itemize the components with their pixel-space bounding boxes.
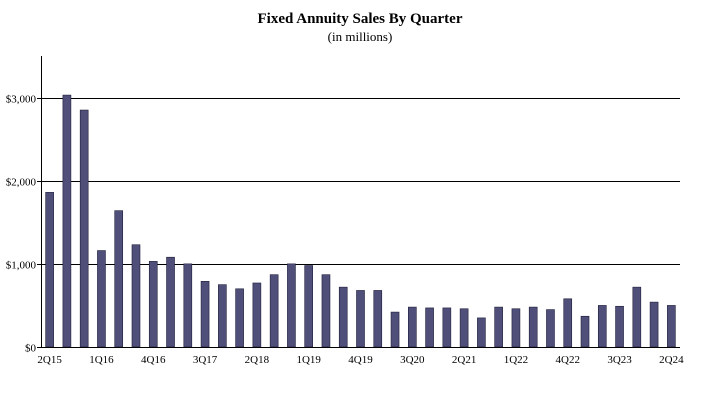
bar-3Q22: [546, 309, 555, 348]
bar-3Q19: [338, 286, 348, 348]
bar-3Q18: [269, 274, 279, 348]
bars: [45, 94, 676, 348]
bar-4Q19: [356, 290, 365, 348]
bar-1Q20: [373, 290, 383, 348]
bar-1Q17: [166, 256, 175, 348]
bar-3Q23: [615, 305, 624, 348]
bar-3Q21: [477, 317, 486, 348]
axes: [41, 56, 680, 348]
x-tick-label: 4Q22: [556, 354, 580, 366]
y-tick-labels: $0 $1,000 $2,000 $3,000: [6, 94, 41, 355]
x-tick-label: 2Q24: [659, 354, 684, 366]
bar-4Q15: [79, 109, 89, 348]
bar-2Q17: [183, 263, 193, 348]
chart-subtitle: (in millions): [327, 29, 393, 44]
x-tick-label: 3Q23: [607, 354, 632, 366]
bar-2Q23: [597, 305, 607, 348]
bar-2Q16: [114, 210, 124, 348]
bar-2Q24: [667, 305, 676, 348]
x-tick-label: 1Q16: [89, 354, 114, 366]
y-tick-label: $3,000: [6, 94, 37, 106]
y-tick-label: $0: [25, 343, 37, 355]
bar-4Q18: [287, 263, 296, 348]
x-tick-label: 3Q20: [400, 354, 425, 366]
bar-2Q15: [45, 192, 54, 348]
bar-4Q17: [218, 284, 227, 348]
bar-4Q21: [494, 306, 503, 348]
bar-4Q16: [148, 261, 158, 348]
bar-2Q20: [390, 311, 400, 348]
x-tick-labels: 2Q15 1Q16 4Q16 3Q17 2Q18 1Q19 4Q19 3Q20 2Q21 1Q22…: [37, 354, 684, 366]
bar-4Q22: [563, 298, 573, 348]
x-tick-label: 1Q19: [296, 354, 321, 366]
bar-2Q19: [321, 274, 331, 348]
x-tick-label: 4Q16: [141, 354, 166, 366]
x-tick-label: 3Q17: [193, 354, 218, 366]
bar-1Q24: [649, 301, 659, 348]
bar-1Q19: [304, 265, 313, 348]
bar-2Q22: [528, 306, 538, 348]
bar-1Q21: [442, 307, 452, 348]
bar-3Q20: [408, 306, 417, 348]
y-tick-label: $1,000: [6, 260, 37, 272]
x-tick-label: 2Q21: [452, 354, 476, 366]
bar-2Q18: [252, 282, 262, 348]
x-tick-label: 2Q15: [37, 354, 62, 366]
bar-3Q15: [62, 94, 72, 348]
y-tick-label: $2,000: [6, 177, 37, 189]
x-tick-label: 4Q19: [348, 354, 373, 366]
bar-2Q21: [459, 308, 469, 348]
bar-4Q23: [632, 286, 642, 348]
bar-4Q20: [425, 307, 434, 348]
bar-1Q23: [580, 315, 590, 348]
bar-3Q16: [131, 244, 141, 348]
bar-1Q18: [235, 288, 244, 348]
x-tick-label: 2Q18: [245, 354, 270, 366]
chart-title: Fixed Annuity Sales By Quarter: [257, 11, 463, 27]
bar-1Q16: [97, 250, 106, 348]
gridlines: [41, 98, 680, 265]
bar-1Q22: [511, 308, 521, 348]
bar-3Q17: [200, 281, 210, 348]
x-tick-label: 1Q22: [504, 354, 528, 366]
